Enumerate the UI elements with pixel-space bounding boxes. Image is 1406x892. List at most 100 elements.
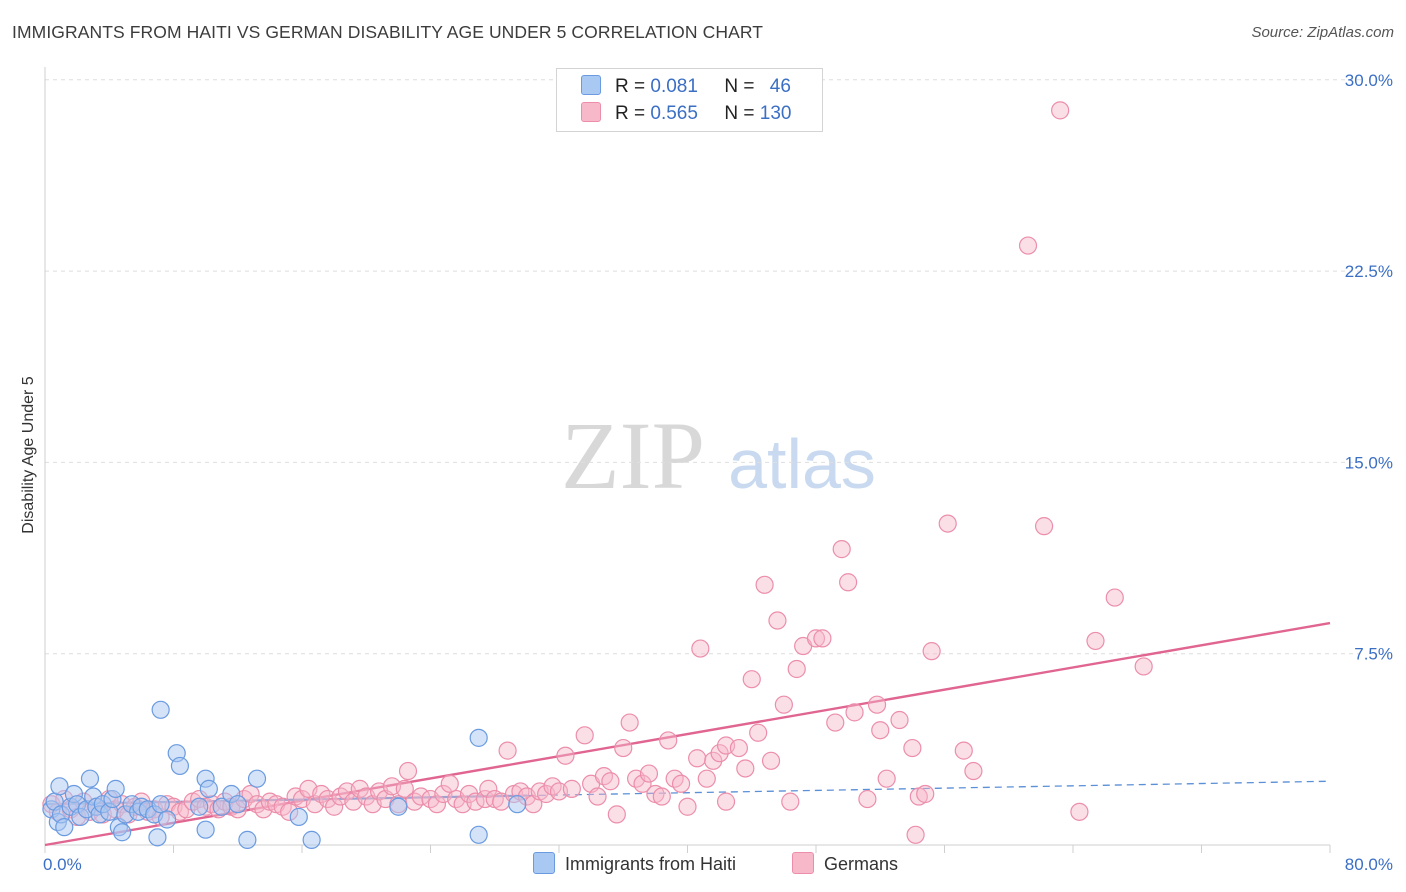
german-point (742, 670, 761, 689)
german-point (1086, 631, 1105, 651)
german-point (659, 731, 678, 750)
haiti-trend-line-dashed (526, 780, 1331, 797)
german-point (906, 825, 925, 844)
german-point (395, 779, 414, 798)
german-point (1105, 588, 1124, 607)
chart-title: IMMIGRANTS FROM HAITI VS GERMAN DISABILI… (12, 22, 764, 42)
german-point (781, 792, 800, 811)
legend-r-value-germans: 0.565 (650, 103, 698, 124)
german-point (697, 769, 716, 788)
german-point (826, 713, 845, 732)
y-tick-label: 30.0% (1345, 71, 1393, 90)
haiti-point (112, 823, 132, 842)
german-point (813, 629, 832, 648)
german-point (639, 764, 659, 783)
germans-trend-line (44, 621, 1331, 847)
haiti-point (289, 807, 308, 827)
german-point (845, 703, 864, 722)
bottom-legend-label-haiti: Immigrants from Haiti (565, 854, 737, 874)
german-point (588, 787, 607, 806)
haiti-point (151, 700, 170, 719)
haiti-point (190, 797, 209, 816)
german-point (325, 797, 344, 816)
haiti-point (302, 830, 321, 849)
german-point (601, 772, 620, 791)
german-point (903, 738, 922, 758)
haiti-point (170, 756, 190, 776)
haiti-point (199, 779, 218, 798)
german-point (871, 721, 890, 740)
watermark-zip: ZIP (561, 402, 705, 509)
german-point (867, 695, 887, 714)
german-point (1134, 657, 1153, 676)
german-point (729, 738, 749, 758)
german-point (954, 741, 973, 760)
legend-row-haiti: R = 0.081 N = 46 (581, 75, 791, 99)
legend-n-value-haiti: 46 (769, 76, 791, 97)
german-point (241, 784, 260, 804)
german-point (749, 723, 768, 742)
watermark: ZIP atlas (561, 402, 876, 509)
haiti-point (157, 810, 177, 829)
legend-n-value-germans: 130 (759, 103, 792, 124)
bottom-legend-swatch-germans (792, 852, 814, 874)
german-point (556, 746, 575, 765)
german-point (755, 575, 774, 594)
german-point (614, 738, 633, 758)
legend-n-label: N = (724, 103, 760, 124)
german-point (427, 795, 447, 814)
haiti-point (247, 769, 267, 788)
german-point (1018, 236, 1038, 255)
german-point (691, 639, 710, 658)
haiti-point (50, 777, 69, 796)
haiti-point (469, 825, 488, 844)
correlation-legend: R = 0.081 N = 46 R = 0.565 N = 130 (556, 68, 823, 132)
german-point (607, 805, 626, 824)
legend-swatch-haiti (581, 75, 601, 95)
german-point (398, 761, 418, 781)
german-point (964, 761, 983, 781)
x-tick-label: 0.0% (43, 855, 82, 874)
x-tick-label: 80.0% (1345, 855, 1393, 874)
grid-lines (45, 79, 1365, 655)
german-point (787, 659, 806, 679)
legend-r-value-haiti: 0.081 (650, 76, 698, 97)
y-tick-label: 7.5% (1354, 645, 1393, 664)
legend-n-label: N = (724, 76, 760, 97)
haiti-point (151, 795, 170, 814)
german-point (774, 695, 793, 714)
german-point (652, 787, 671, 806)
haiti-point (196, 820, 215, 839)
legend-swatch-germans (581, 102, 601, 122)
german-point (716, 792, 736, 811)
source-credit: Source: ZipAtlas.com (1251, 24, 1394, 41)
german-point (562, 779, 581, 798)
bottom-legend-swatch-haiti (533, 852, 555, 874)
german-point (620, 713, 639, 732)
germans-points (42, 101, 1153, 844)
german-point (839, 573, 858, 592)
german-point (858, 789, 877, 809)
tick-labels: 7.5% 15.0% 22.5% 30.0% 0.0% 80.0% (43, 71, 1393, 874)
german-point (890, 710, 909, 730)
german-point (761, 751, 781, 770)
haiti-points (42, 700, 527, 849)
bottom-legend-germans: Germans (792, 852, 898, 875)
german-point (1051, 101, 1070, 120)
haiti-point (228, 795, 247, 814)
german-point (479, 779, 498, 798)
german-point (633, 774, 652, 793)
bottom-legend-label-germans: Germans (824, 854, 899, 874)
watermark-atlas: atlas (728, 425, 876, 503)
haiti-point (106, 779, 125, 798)
haiti-point (148, 828, 167, 847)
german-point (440, 774, 459, 793)
german-point (575, 726, 594, 745)
axes (44, 67, 1331, 853)
german-point (1034, 517, 1054, 536)
legend-r-label: R = (615, 76, 651, 97)
german-point (922, 642, 941, 661)
german-point (877, 769, 896, 788)
german-point (938, 514, 957, 533)
